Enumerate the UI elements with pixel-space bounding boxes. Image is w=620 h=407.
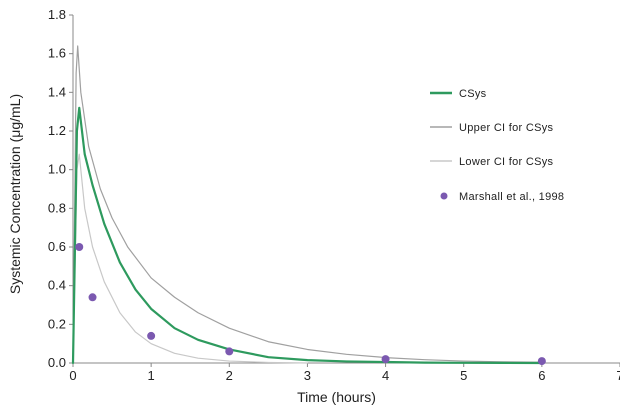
data-point [147,331,156,340]
x-tick-label: 3 [304,368,311,383]
legend-label-0: CSys [459,88,487,100]
x-tick-label: 5 [460,368,467,383]
series-line-2 [72,153,309,364]
y-tick-label: 1.8 [48,7,66,22]
legend-label-1: Upper CI for CSys [459,122,554,134]
series-line-1 [72,45,543,364]
y-tick-label: 1.4 [48,84,66,99]
y-tick-label: 1.0 [48,162,66,177]
y-tick-label: 1.6 [48,46,66,61]
x-tick-label: 6 [538,368,545,383]
y-tick-label: 1.2 [48,123,66,138]
x-axis-title: Time (hours) [297,389,376,405]
y-tick-label: 0.2 [48,316,66,331]
y-tick-label: 0.4 [48,278,66,293]
x-tick-label: 0 [69,368,76,383]
x-tick-label: 2 [226,368,233,383]
data-point [381,355,390,364]
x-tick-label: 4 [382,368,389,383]
y-tick-label: 0.0 [48,355,66,370]
series-line-0 [71,106,543,365]
legend-marker-3 [440,192,448,200]
legend-label-3: Marshall et al., 1998 [459,191,564,203]
y-tick-label: 0.6 [48,239,66,254]
data-point [225,347,234,356]
data-point [75,243,84,251]
y-axis-title: Systemic Concentration (μg/mL) [7,94,23,294]
data-point [537,357,546,366]
legend-label-2: Lower CI for CSys [459,156,554,168]
data-point [88,293,97,302]
y-tick-label: 0.8 [48,200,66,215]
x-tick-label: 7 [616,368,620,383]
x-tick-label: 1 [148,368,155,383]
